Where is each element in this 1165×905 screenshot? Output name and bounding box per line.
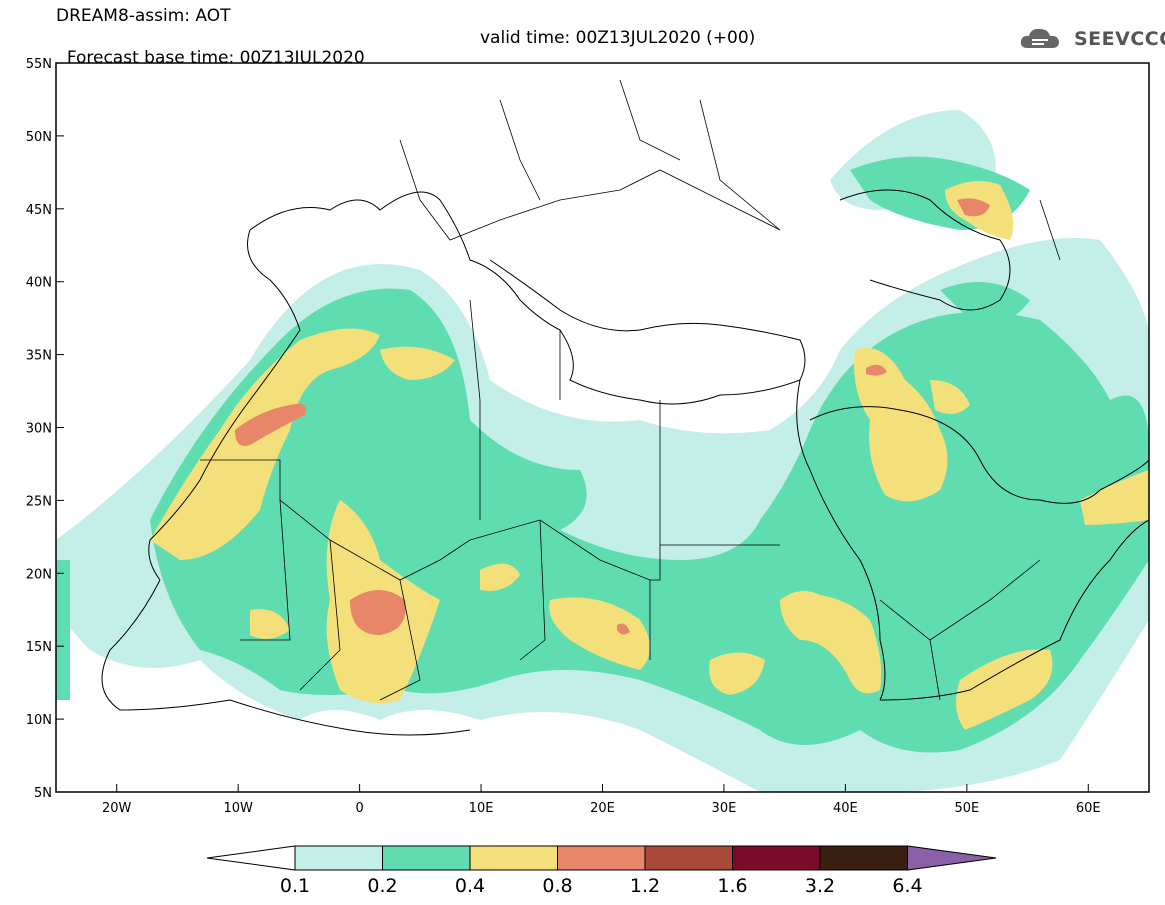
colorbar-level-label: 6.4 (892, 875, 922, 897)
country-borders (200, 79, 1061, 701)
lat-tick-label: 10N (26, 713, 52, 728)
map-title: DREAM8-assim: AOT (56, 6, 231, 26)
colorbar: 0.1 0.2 0.4 0.8 1.2 1.6 3.2 6.4 (206, 845, 997, 897)
colorbar-over-arrow (907, 845, 997, 871)
colorbar-level-label: 0.4 (455, 875, 485, 897)
colorbar-level-label: 1.2 (630, 875, 660, 897)
lat-tick-label: 55N (26, 57, 52, 72)
lat-tick-label: 20N (26, 567, 52, 582)
lon-tick-label: 20W (102, 801, 132, 816)
colorbar-level-label: 0.1 (280, 875, 310, 897)
colorbar-box (382, 845, 471, 871)
lon-tick-label: 20E (590, 801, 615, 816)
lon-tick-label: 30E (712, 801, 737, 816)
aot-contour-fields (56, 110, 1149, 792)
lon-tick-label: 50E (954, 801, 979, 816)
coastlines (101, 189, 1149, 736)
colorbar-boxes (206, 845, 997, 871)
colorbar-level-label: 0.8 (542, 875, 572, 897)
latitude-axis: 5N 10N 15N 20N 25N 30N 35N 40N 45N 50N 55N (26, 57, 64, 801)
lat-tick-label: 30N (26, 422, 52, 437)
lon-tick-label: 40E (833, 801, 858, 816)
lon-tick-label: 10W (223, 801, 253, 816)
lat-tick-label: 5N (34, 786, 52, 801)
colorbar-labels: 0.1 0.2 0.4 0.8 1.2 1.6 3.2 6.4 (280, 875, 923, 897)
colorbar-box (557, 845, 646, 871)
colorbar-box (294, 845, 383, 871)
lat-tick-label: 15N (26, 640, 52, 655)
valid-time-text: valid time: 00Z13JUL2020 (+00) (480, 28, 756, 48)
colorbar-level-label: 0.2 (367, 875, 397, 897)
cloud-logo-icon (1020, 28, 1059, 48)
lat-tick-label: 40N (26, 276, 52, 291)
seevccc-logo: SEEVCCC (1018, 24, 1165, 54)
lat-tick-label: 45N (26, 203, 52, 218)
lat-tick-label: 25N (26, 494, 52, 509)
lon-tick-label: 10E (469, 801, 494, 816)
lat-tick-label: 50N (26, 130, 52, 145)
aot-level-4 (235, 198, 990, 635)
colorbar-box (469, 845, 558, 871)
colorbar-box (732, 845, 821, 871)
longitude-axis: 20W 10W 0 10E 20E 30E 40E 50E 60E (102, 784, 1101, 816)
lon-tick-label: 0 (355, 801, 363, 816)
lat-tick-label: 35N (26, 349, 52, 364)
colorbar-box (819, 845, 908, 871)
colorbar-box (644, 845, 733, 871)
logo-text: SEEVCCC (1074, 28, 1165, 50)
lon-tick-label: 60E (1076, 801, 1101, 816)
colorbar-under-arrow (206, 845, 296, 871)
aot-map: 5N 10N 15N 20N 25N 30N 35N 40N 45N 50N 55N 20W 10W 0… (26, 57, 1150, 816)
colorbar-level-label: 1.6 (717, 875, 747, 897)
colorbar-level-label: 3.2 (805, 875, 835, 897)
